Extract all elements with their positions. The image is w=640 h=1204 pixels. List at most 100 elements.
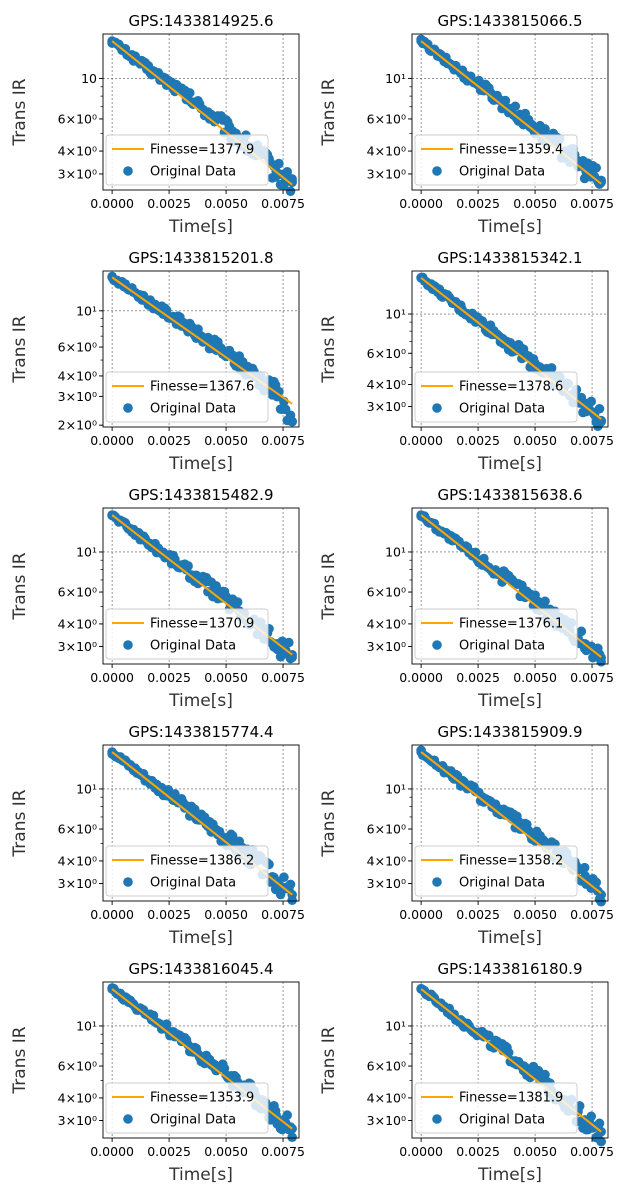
x-tick-label: 0.0000 <box>399 907 443 922</box>
y-tick-label: 6×10⁰ <box>58 340 97 355</box>
data-point <box>591 163 602 173</box>
y-tick-label: 6×10⁰ <box>367 346 406 361</box>
data-point <box>470 547 481 558</box>
data-point <box>594 403 605 414</box>
axes-frame <box>411 981 609 1139</box>
subplot-title: GPS:1433815909.9 <box>438 723 583 741</box>
data-point <box>285 879 296 890</box>
data-point <box>594 1118 605 1129</box>
data-point <box>189 327 199 337</box>
x-tick-label: 0.0050 <box>204 670 248 685</box>
data-point <box>596 896 606 907</box>
legend-box <box>105 845 269 897</box>
legend-data-label: Original Data <box>459 639 545 654</box>
subplot-title: GPS:1433816045.4 <box>129 960 274 978</box>
y-axis-label: Trans IR <box>319 789 339 857</box>
legend-data-swatch <box>123 1114 133 1124</box>
subplot-7: 0.0000 0.0025 0.0050 0.0075 10¹ 6×10⁰ 4×10⁰ 3×1… <box>10 723 305 948</box>
y-axis-label: Trans IR <box>319 552 339 620</box>
data-point <box>161 305 172 316</box>
data-point <box>596 1136 606 1147</box>
data-point <box>596 177 606 188</box>
legend-box <box>105 608 269 660</box>
x-tick-label: 0.0000 <box>399 670 443 685</box>
legend: Finesse=1381.9 Original Data <box>414 1082 578 1134</box>
subplot-title: GPS:1433816180.9 <box>438 960 583 978</box>
legend: Finesse=1370.9 Original Data <box>105 608 269 660</box>
y-tick-label: 4×10⁰ <box>58 616 97 631</box>
legend-data-label: Original Data <box>150 876 236 891</box>
y-tick-label: 4×10⁰ <box>367 616 406 631</box>
legend-box <box>414 845 578 897</box>
x-tick-label: 0.0025 <box>456 1144 500 1159</box>
legend-data-swatch <box>123 166 133 176</box>
legend-data-label: Original Data <box>459 876 545 891</box>
x-tick-label: 0.0050 <box>204 433 248 448</box>
x-tick-label: 0.0075 <box>570 196 614 211</box>
x-tick-label: 0.0075 <box>261 670 305 685</box>
x-tick-label: 0.0075 <box>261 196 305 211</box>
x-tick-label: 0.0000 <box>90 433 134 448</box>
legend-fit-label: Finesse=1358.2 <box>459 854 563 869</box>
x-axis-label: Time[s] <box>168 691 233 711</box>
x-tick-label: 0.0025 <box>147 907 191 922</box>
y-tick-label: 4×10⁰ <box>367 377 406 392</box>
x-tick-label: 0.0025 <box>456 433 500 448</box>
data-point <box>498 98 508 109</box>
subplot-title: GPS:1433815201.8 <box>129 249 274 267</box>
data-point <box>183 561 193 571</box>
subplot-6: 0.0000 0.0025 0.0050 0.0075 10¹ 6×10⁰ 4×10⁰ 3×1… <box>319 486 614 711</box>
data-point <box>274 158 284 169</box>
x-tick-label: 0.0025 <box>147 196 191 211</box>
x-axis-label: Time[s] <box>168 217 233 237</box>
data-point <box>287 1132 297 1143</box>
x-tick-label: 0.0075 <box>570 670 614 685</box>
x-tick-label: 0.0050 <box>513 196 557 211</box>
y-axis-label: Trans IR <box>319 1026 339 1094</box>
x-tick-label: 0.0075 <box>570 433 614 448</box>
y-axis-label: Trans IR <box>319 78 339 146</box>
data-point <box>510 101 521 112</box>
y-tick-label: 4×10⁰ <box>367 1090 406 1105</box>
subplot-title: GPS:1433815066.5 <box>438 12 583 30</box>
y-tick-label: 10¹ <box>385 307 406 322</box>
x-tick-label: 0.0000 <box>399 1144 443 1159</box>
legend-data-label: Original Data <box>459 1113 545 1128</box>
legend-data-swatch <box>432 877 442 887</box>
y-tick-label: 4×10⁰ <box>367 853 406 868</box>
y-axis-label: Trans IR <box>10 789 30 857</box>
data-point <box>477 319 488 329</box>
data-point <box>285 186 296 197</box>
x-tick-label: 0.0075 <box>261 907 305 922</box>
data-point <box>287 416 297 427</box>
data-point <box>168 555 179 566</box>
legend-fit-label: Finesse=1377.9 <box>150 143 254 158</box>
legend-box <box>414 608 578 660</box>
x-tick-label: 0.0000 <box>90 1144 134 1159</box>
x-tick-label: 0.0000 <box>399 433 443 448</box>
y-tick-label: 3×10⁰ <box>58 389 97 404</box>
data-point <box>282 1110 293 1120</box>
x-tick-label: 0.0075 <box>261 433 305 448</box>
legend-data-swatch <box>432 403 442 413</box>
y-tick-label: 4×10⁰ <box>58 1090 97 1105</box>
y-axis-label: Trans IR <box>10 1026 30 1094</box>
data-point <box>477 1030 488 1040</box>
data-point <box>518 822 529 833</box>
y-tick-label: 10¹ <box>76 781 97 796</box>
x-tick-label: 0.0050 <box>204 907 248 922</box>
legend-box <box>414 1082 578 1134</box>
data-point <box>580 871 591 881</box>
y-tick-label: 3×10⁰ <box>367 399 406 414</box>
legend: Finesse=1359.4 Original Data <box>414 134 578 186</box>
y-tick-label: 10¹ <box>76 303 97 318</box>
data-point <box>580 164 591 174</box>
axes-frame <box>411 33 609 191</box>
x-tick-label: 0.0025 <box>147 1144 191 1159</box>
data-point <box>279 872 289 883</box>
y-tick-label: 3×10⁰ <box>58 639 97 654</box>
legend-data-label: Original Data <box>150 1113 236 1128</box>
subplot-title: GPS:1433815638.6 <box>438 486 583 504</box>
legend-box <box>414 134 578 186</box>
